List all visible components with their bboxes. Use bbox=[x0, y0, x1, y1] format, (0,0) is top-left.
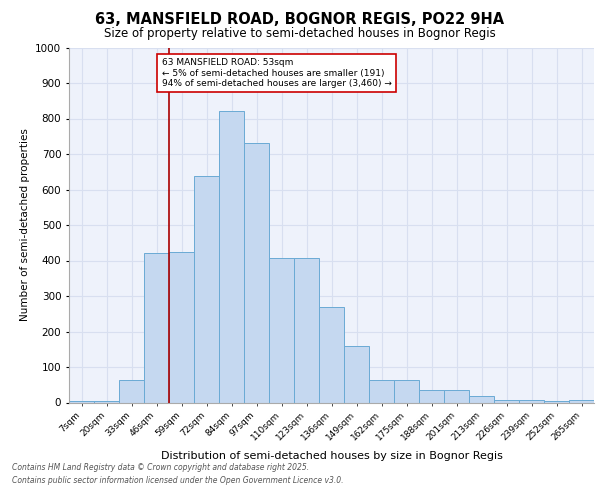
Text: 63 MANSFIELD ROAD: 53sqm
← 5% of semi-detached houses are smaller (191)
94% of s: 63 MANSFIELD ROAD: 53sqm ← 5% of semi-de… bbox=[161, 58, 391, 88]
Bar bbox=[444, 390, 469, 402]
Bar bbox=[494, 400, 519, 402]
X-axis label: Distribution of semi-detached houses by size in Bognor Regis: Distribution of semi-detached houses by … bbox=[161, 450, 502, 460]
Bar bbox=[219, 112, 244, 403]
Bar bbox=[569, 400, 594, 402]
Bar bbox=[144, 252, 169, 402]
Text: Contains public sector information licensed under the Open Government Licence v3: Contains public sector information licen… bbox=[12, 476, 343, 485]
Bar bbox=[344, 346, 369, 403]
Bar bbox=[319, 306, 344, 402]
Text: Size of property relative to semi-detached houses in Bognor Regis: Size of property relative to semi-detach… bbox=[104, 28, 496, 40]
Y-axis label: Number of semi-detached properties: Number of semi-detached properties bbox=[20, 128, 29, 322]
Bar bbox=[419, 390, 444, 402]
Bar bbox=[369, 380, 394, 402]
Bar bbox=[169, 252, 194, 402]
Text: Contains HM Land Registry data © Crown copyright and database right 2025.: Contains HM Land Registry data © Crown c… bbox=[12, 462, 309, 471]
Bar bbox=[519, 400, 544, 402]
Bar bbox=[194, 176, 219, 402]
Bar bbox=[469, 396, 494, 402]
Bar bbox=[119, 380, 144, 402]
Bar bbox=[394, 380, 419, 402]
Bar bbox=[269, 258, 294, 402]
Text: 63, MANSFIELD ROAD, BOGNOR REGIS, PO22 9HA: 63, MANSFIELD ROAD, BOGNOR REGIS, PO22 9… bbox=[95, 12, 505, 28]
Bar bbox=[294, 258, 319, 402]
Bar bbox=[244, 144, 269, 402]
